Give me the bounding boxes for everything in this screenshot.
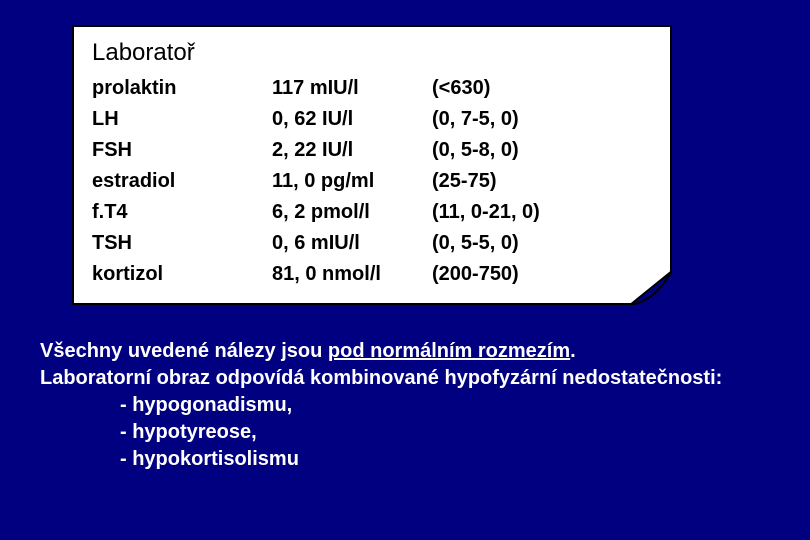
lab-card: Laboratoř prolaktin 117 mIU/l (<630) LH … [72, 25, 672, 305]
summary-bullet: - hypotyreose, [40, 419, 780, 446]
summary-text: Všechny uvedené nálezy jsou pod normální… [40, 338, 780, 473]
lab-range: (200-750) [432, 261, 652, 288]
lab-value: 81, 0 nmol/l [272, 261, 432, 288]
lab-param: TSH [92, 230, 272, 257]
lab-range: (25-75) [432, 168, 652, 195]
page-fold-icon [630, 271, 672, 305]
lab-range: (0, 7-5, 0) [432, 106, 652, 133]
lab-param: estradiol [92, 168, 272, 195]
summary-line-1: Všechny uvedené nálezy jsou pod normální… [40, 338, 780, 365]
lab-value: 0, 6 mIU/l [272, 230, 432, 257]
text: Všechny uvedené nálezy jsou [40, 340, 328, 362]
lab-value: 11, 0 pg/ml [272, 168, 432, 195]
lab-range: (11, 0-21, 0) [432, 199, 652, 226]
lab-value: 2, 22 IU/l [272, 137, 432, 164]
lab-param: FSH [92, 137, 272, 164]
summary-line-2: Laboratorní obraz odpovídá kombinované h… [40, 365, 780, 392]
text: . [570, 340, 576, 362]
lab-param: prolaktin [92, 75, 272, 102]
lab-param: f.T4 [92, 199, 272, 226]
lab-range: (0, 5-8, 0) [432, 137, 652, 164]
summary-bullet: - hypokortisolismu [40, 446, 780, 473]
lab-range: (<630) [432, 75, 652, 102]
underlined-phrase: pod normálním rozmezím [328, 340, 570, 362]
lab-range: (0, 5-5, 0) [432, 230, 652, 257]
lab-param: kortizol [92, 261, 272, 288]
summary-bullet: - hypogonadismu, [40, 392, 780, 419]
lab-value: 6, 2 pmol/l [272, 199, 432, 226]
lab-param: LH [92, 106, 272, 133]
lab-value: 117 mIU/l [272, 75, 432, 102]
lab-table: prolaktin 117 mIU/l (<630) LH 0, 62 IU/l… [92, 75, 652, 288]
lab-card-title: Laboratoř [92, 39, 652, 67]
lab-value: 0, 62 IU/l [272, 106, 432, 133]
slide: Laboratoř prolaktin 117 mIU/l (<630) LH … [0, 0, 810, 540]
